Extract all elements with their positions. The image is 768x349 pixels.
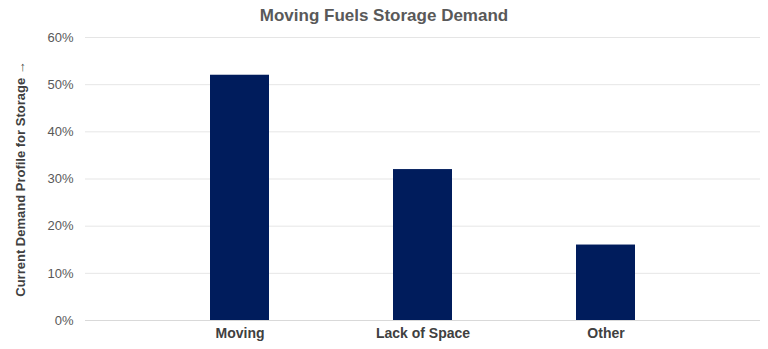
svg-text:Lack of Space: Lack of Space — [376, 325, 470, 341]
svg-text:0%: 0% — [55, 313, 74, 328]
svg-text:40%: 40% — [47, 124, 73, 139]
svg-text:Other: Other — [587, 325, 625, 341]
svg-text:Moving: Moving — [216, 325, 265, 341]
svg-text:20%: 20% — [47, 218, 73, 233]
svg-text:10%: 10% — [47, 265, 73, 280]
svg-text:30%: 30% — [47, 171, 73, 186]
svg-text:Current Demand Profile for Sto: Current Demand Profile for Storage → — [13, 61, 28, 296]
html-text:Moving Fuels Storage Demand: Moving Fuels Storage Demand — [259, 6, 509, 25]
svg-text:50%: 50% — [47, 77, 73, 92]
svg-text:60%: 60% — [47, 30, 73, 45]
